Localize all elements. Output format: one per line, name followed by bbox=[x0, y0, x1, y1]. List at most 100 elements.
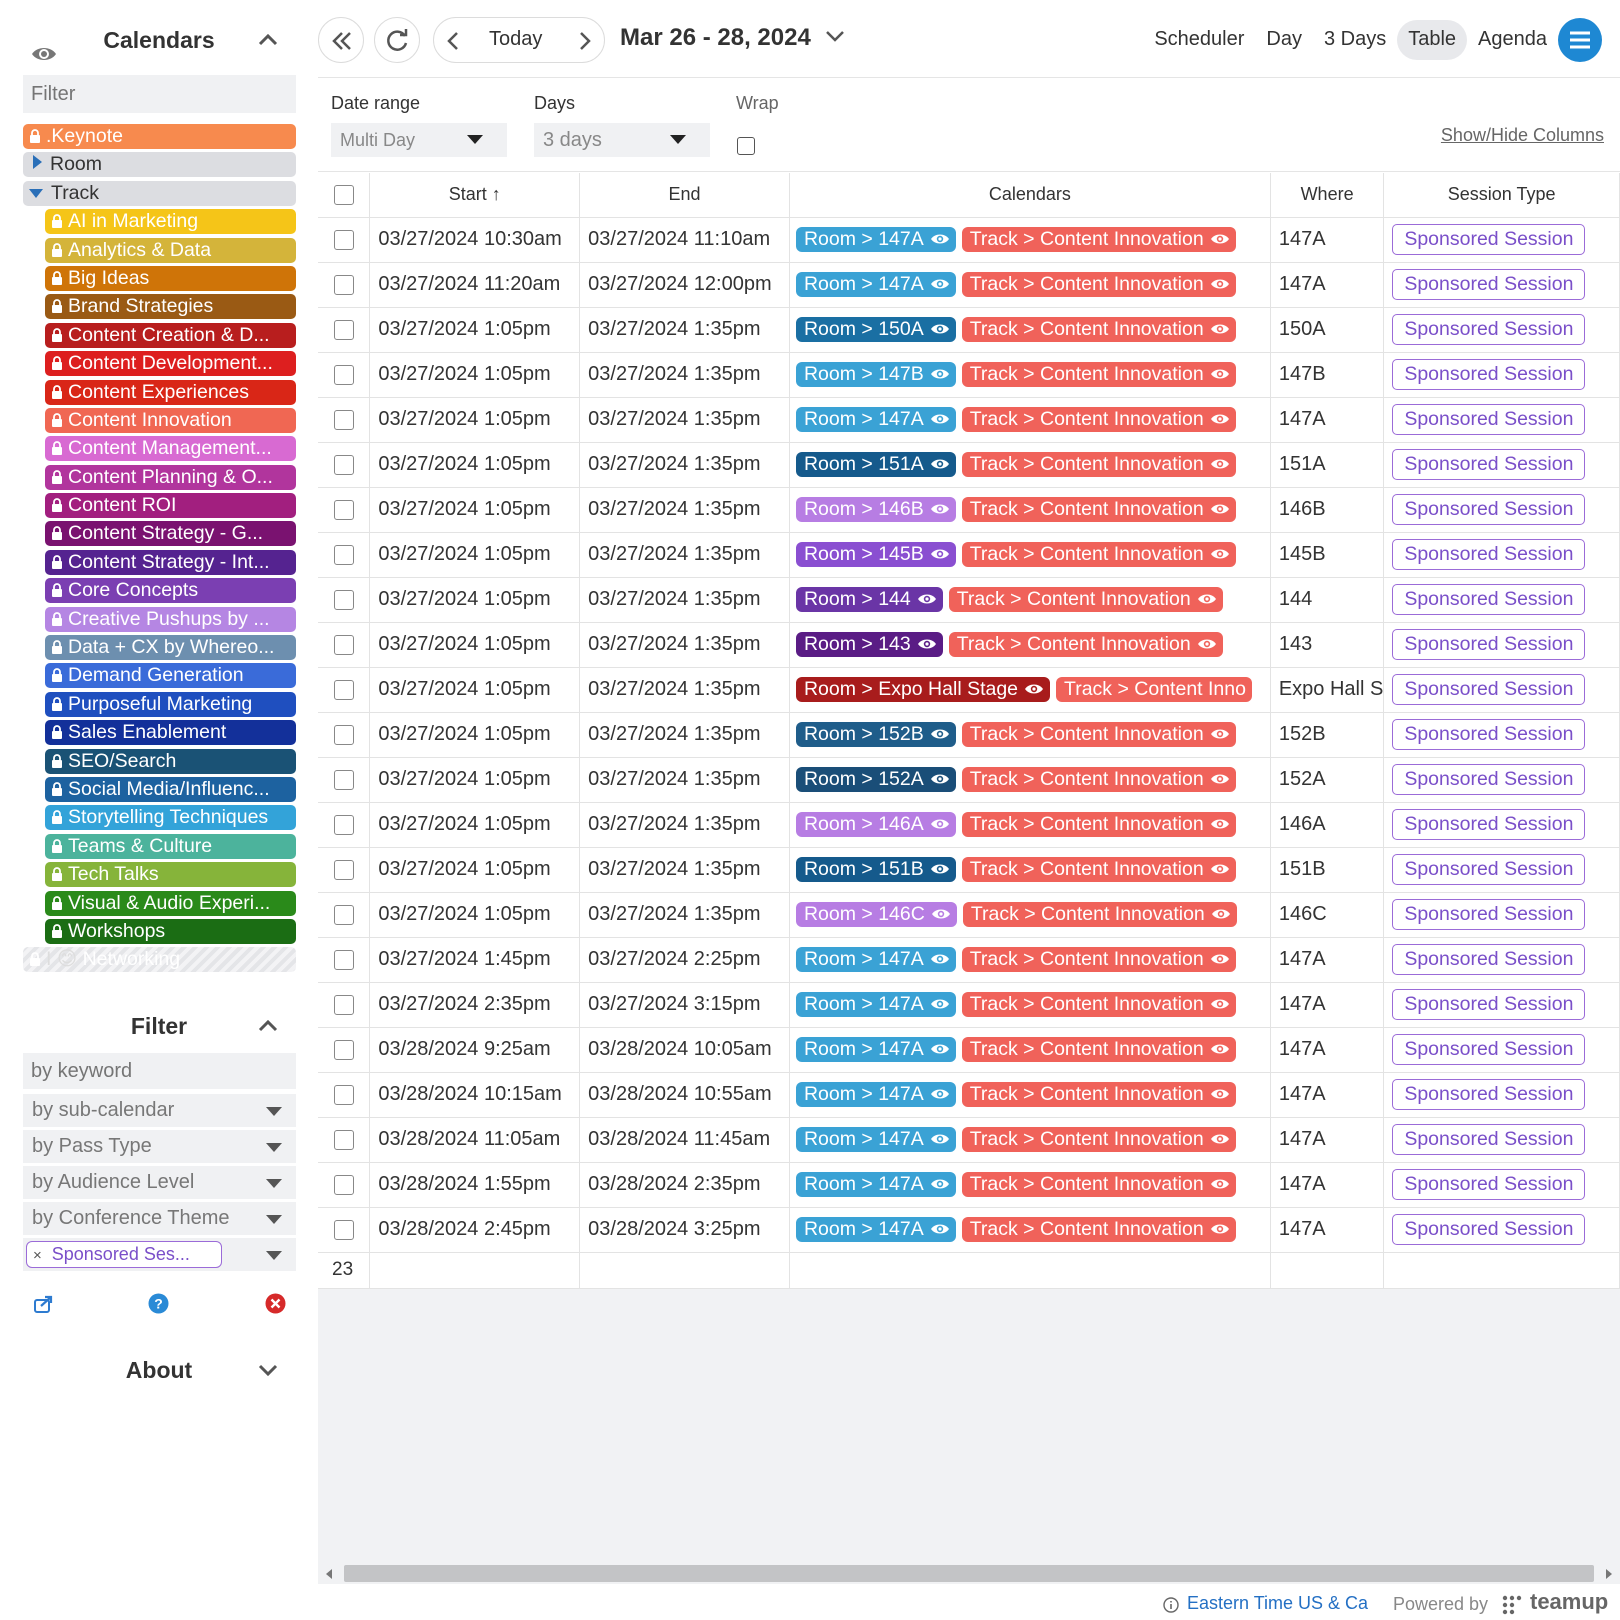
room-tag[interactable]: Room > 151B bbox=[795, 857, 956, 882]
table-row[interactable]: 03/27/2024 10:30am 03/27/2024 11:10am Room… bbox=[318, 217, 1620, 263]
eye-icon[interactable] bbox=[930, 1178, 950, 1190]
calendar-item[interactable]: Purposeful Marketing bbox=[23, 690, 296, 718]
track-tag[interactable]: Track > Content Innovation bbox=[961, 407, 1236, 432]
session-type-badge[interactable]: Sponsored Session bbox=[1392, 854, 1586, 885]
track-tag[interactable]: Track > Content Innovation bbox=[961, 317, 1236, 342]
table-row[interactable]: 03/27/2024 1:05pm 03/27/2024 1:35pm Room >… bbox=[318, 802, 1620, 848]
room-tag[interactable]: Room > 147A bbox=[795, 227, 956, 252]
calendar-item[interactable]: Content ROI bbox=[23, 491, 296, 519]
calendar-item[interactable]: Brand Strategies bbox=[23, 292, 296, 320]
menu-button[interactable] bbox=[1558, 18, 1602, 62]
session-type-badge[interactable]: Sponsored Session bbox=[1392, 944, 1586, 975]
session-type-select[interactable]: × Sponsored Ses... bbox=[23, 1238, 296, 1271]
table-row[interactable]: 03/27/2024 1:05pm 03/27/2024 1:35pm Room >… bbox=[318, 757, 1620, 803]
track-tag[interactable]: Track > Content Innovation bbox=[961, 1127, 1236, 1152]
calendars-header[interactable]: Calendars bbox=[0, 14, 318, 64]
row-checkbox[interactable] bbox=[333, 859, 354, 880]
eye-icon[interactable] bbox=[1210, 1043, 1230, 1055]
table-row[interactable]: 03/27/2024 1:05pm 03/27/2024 1:35pm Room >… bbox=[318, 622, 1620, 668]
eye-icon[interactable] bbox=[1197, 593, 1217, 605]
calendar-item[interactable]: .Keynote bbox=[23, 122, 296, 150]
session-type-badge[interactable]: Sponsored Session bbox=[1392, 764, 1586, 795]
row-checkbox[interactable] bbox=[333, 949, 354, 970]
room-tag[interactable]: Room > 146C bbox=[795, 902, 957, 927]
track-tag[interactable]: Track > Content Inno bbox=[1056, 677, 1252, 702]
chevron-left-icon[interactable] bbox=[442, 29, 466, 53]
calendar-item[interactable]: Content Planning & O... bbox=[23, 463, 296, 491]
calendar-pill[interactable]: Content Management... bbox=[45, 436, 296, 462]
calendar-pill[interactable]: Track bbox=[23, 180, 296, 206]
calendar-item[interactable]: Content Innovation bbox=[23, 406, 296, 434]
eye-icon[interactable] bbox=[930, 998, 950, 1010]
session-type-badge[interactable]: Sponsored Session bbox=[1392, 809, 1586, 840]
track-tag[interactable]: Track > Content Innovation bbox=[961, 362, 1236, 387]
calendar-pill[interactable]: Room bbox=[23, 152, 296, 178]
view-table[interactable]: Table bbox=[1397, 20, 1468, 60]
row-checkbox[interactable] bbox=[333, 499, 354, 520]
calendar-item[interactable]: AI in Marketing bbox=[23, 207, 296, 235]
calendar-pill[interactable]: SEO/Search bbox=[45, 748, 296, 774]
sub-calendar-select[interactable]: by sub-calendar bbox=[23, 1094, 296, 1127]
row-checkbox[interactable] bbox=[333, 229, 354, 250]
calendar-filter-input[interactable] bbox=[23, 75, 296, 113]
calendar-item[interactable]: Track bbox=[23, 179, 296, 207]
calendar-item[interactable]: SEO/Search bbox=[23, 747, 296, 775]
track-tag[interactable]: Track > Content Innovation bbox=[961, 767, 1236, 792]
refresh-button[interactable] bbox=[374, 17, 420, 63]
row-checkbox[interactable] bbox=[333, 454, 354, 475]
eye-icon[interactable] bbox=[1211, 908, 1231, 920]
row-checkbox[interactable] bbox=[333, 1129, 354, 1150]
chevron-up-icon[interactable] bbox=[256, 1014, 280, 1038]
calendar-pill[interactable]: I 😊 Networking bbox=[23, 947, 296, 973]
table-row[interactable]: 03/27/2024 1:45pm 03/27/2024 2:25pm Room >… bbox=[318, 937, 1620, 983]
track-tag[interactable]: Track > Content Innovation bbox=[961, 542, 1236, 567]
track-tag[interactable]: Track > Content Innovation bbox=[961, 992, 1236, 1017]
session-type-badge[interactable]: Sponsored Session bbox=[1392, 989, 1586, 1020]
keyword-filter-input[interactable] bbox=[23, 1053, 296, 1089]
calendar-item[interactable]: Room bbox=[23, 150, 296, 178]
session-type-badge[interactable]: Sponsored Session bbox=[1392, 269, 1586, 300]
room-tag[interactable]: Room > 152A bbox=[795, 767, 956, 792]
track-tag[interactable]: Track > Content Innovation bbox=[961, 857, 1236, 882]
date-range-picker[interactable]: Mar 26 - 28, 2024 bbox=[620, 24, 845, 52]
row-checkbox[interactable] bbox=[333, 1219, 354, 1240]
row-checkbox[interactable] bbox=[333, 1039, 354, 1060]
eye-icon[interactable] bbox=[930, 1088, 950, 1100]
room-tag[interactable]: Room > 147A bbox=[795, 272, 956, 297]
session-type-badge[interactable]: Sponsored Session bbox=[1392, 314, 1586, 345]
row-checkbox[interactable] bbox=[333, 679, 354, 700]
calendar-item[interactable]: Visual & Audio Experi... bbox=[23, 889, 296, 917]
room-tag[interactable]: Room > 146A bbox=[795, 812, 956, 837]
eye-icon[interactable] bbox=[1210, 368, 1230, 380]
calendar-pill[interactable]: .Keynote bbox=[23, 124, 296, 149]
table-row[interactable]: 03/27/2024 1:05pm 03/27/2024 1:35pm Room >… bbox=[318, 397, 1620, 443]
table-row[interactable]: 03/27/2024 1:05pm 03/27/2024 1:35pm Room >… bbox=[318, 352, 1620, 398]
room-tag[interactable]: Room > 147A bbox=[795, 407, 956, 432]
session-type-badge[interactable]: Sponsored Session bbox=[1392, 1034, 1586, 1065]
calendar-pill[interactable]: Workshops bbox=[45, 918, 296, 944]
track-tag[interactable]: Track > Content Innovation bbox=[961, 722, 1236, 747]
eye-icon[interactable] bbox=[930, 1043, 950, 1055]
room-tag[interactable]: Room > 144 bbox=[795, 587, 943, 612]
row-checkbox[interactable] bbox=[333, 364, 354, 385]
eye-icon[interactable] bbox=[930, 1223, 950, 1235]
table-row[interactable]: 03/28/2024 9:25am 03/28/2024 10:05am Room … bbox=[318, 1027, 1620, 1073]
row-checkbox[interactable] bbox=[333, 1174, 354, 1195]
horizontal-scrollbar[interactable] bbox=[318, 1562, 1620, 1584]
eye-icon[interactable] bbox=[1210, 863, 1230, 875]
caret-right-icon[interactable] bbox=[33, 155, 42, 170]
table-row[interactable]: 03/28/2024 1:55pm 03/28/2024 2:35pm Room >… bbox=[318, 1162, 1620, 1208]
session-type-badge[interactable]: Sponsored Session bbox=[1392, 629, 1586, 660]
column-header-where[interactable]: Where bbox=[1270, 173, 1385, 218]
table-row[interactable]: 03/27/2024 1:05pm 03/27/2024 1:35pm Room >… bbox=[318, 667, 1620, 713]
calendar-pill[interactable]: Purposeful Marketing bbox=[45, 691, 296, 717]
track-tag[interactable]: Track > Content Innovation bbox=[961, 452, 1236, 477]
pass-type-select[interactable]: by Pass Type bbox=[23, 1130, 296, 1163]
eye-icon[interactable] bbox=[917, 593, 937, 605]
track-tag[interactable]: Track > Content Innovation bbox=[961, 497, 1236, 522]
today-button[interactable]: Today bbox=[489, 28, 543, 50]
calendar-pill[interactable]: Content Strategy - G... bbox=[45, 521, 296, 547]
session-type-badge[interactable]: Sponsored Session bbox=[1392, 359, 1586, 390]
column-header-session-type[interactable]: Session Type bbox=[1383, 173, 1620, 218]
calendar-item[interactable]: Sales Enablement bbox=[23, 718, 296, 746]
